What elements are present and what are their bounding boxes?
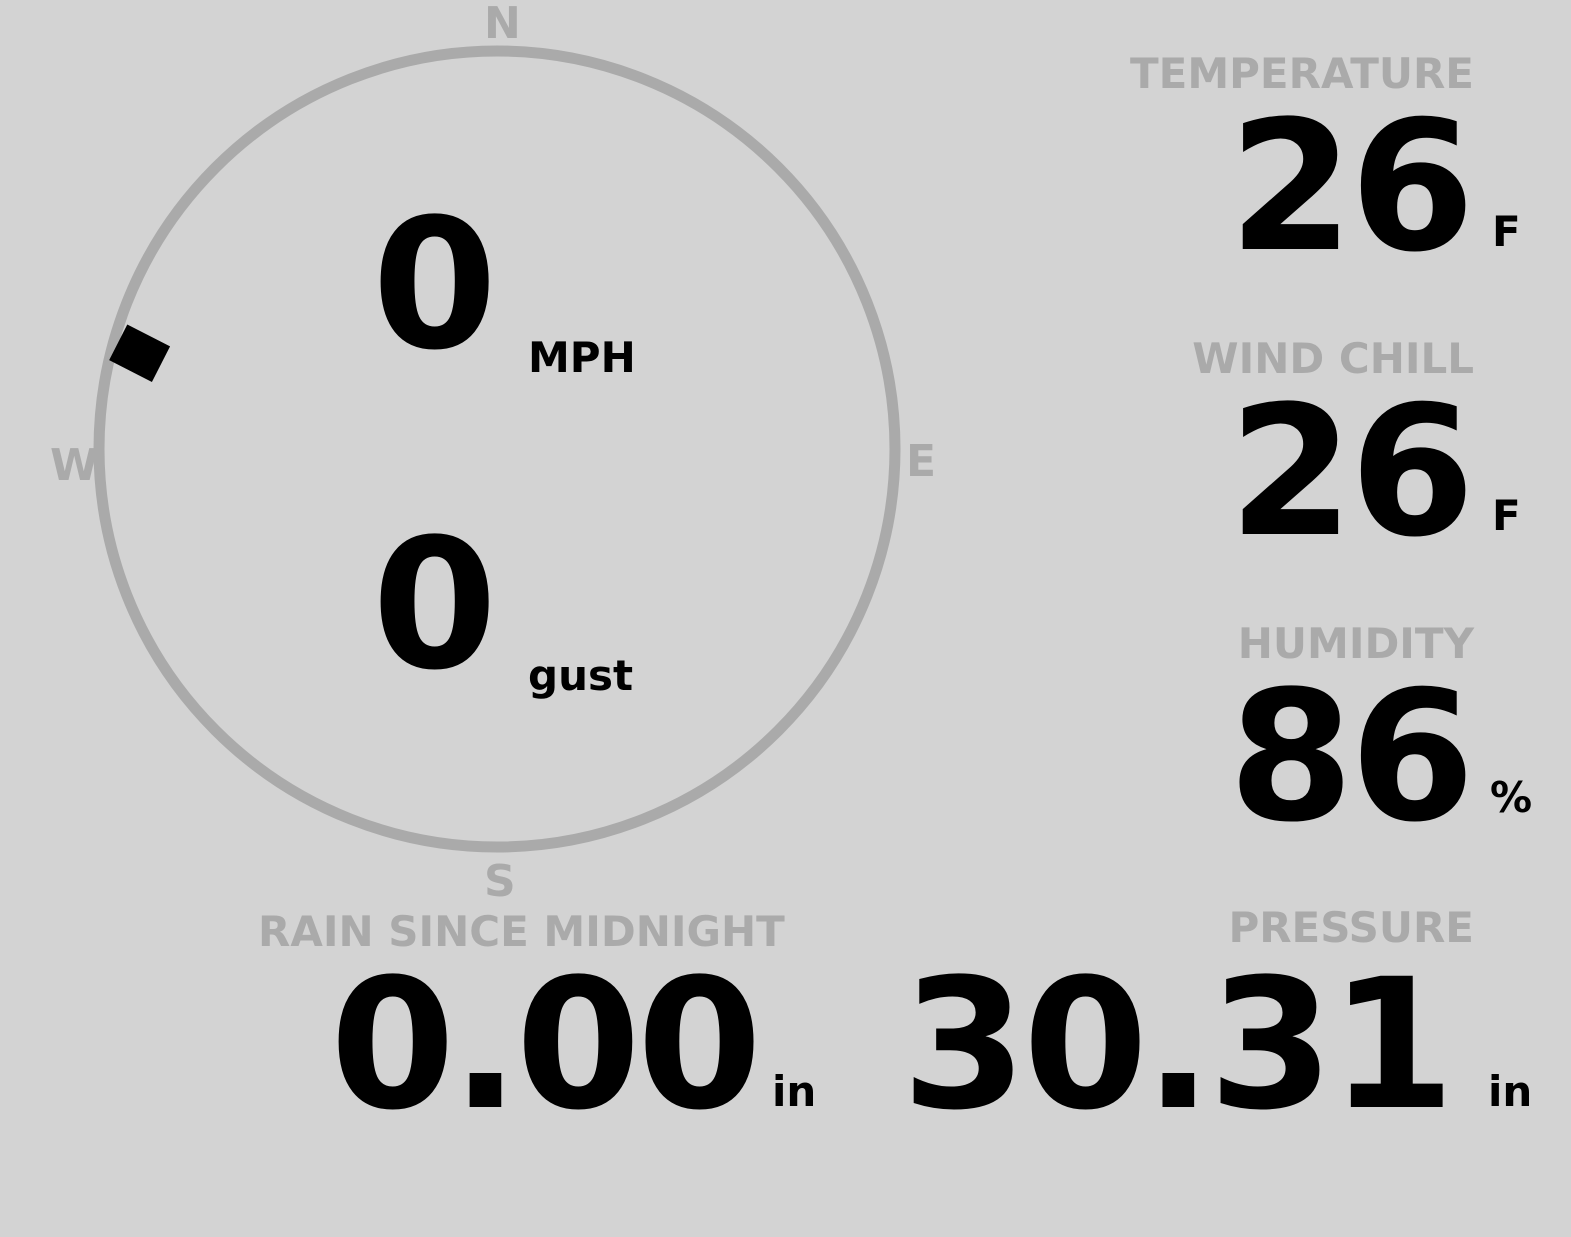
temperature-label: TEMPERATURE [1130, 49, 1474, 98]
temperature-unit: F [1492, 207, 1521, 256]
pressure-value: 30.31 [901, 941, 1455, 1150]
humidity-unit: % [1490, 773, 1533, 822]
pressure-unit: in [1488, 1067, 1533, 1116]
wind-chill-unit: F [1492, 491, 1521, 540]
pressure-label: PRESSURE [1228, 903, 1474, 952]
compass-east: E [906, 436, 937, 487]
wind-direction-marker [109, 324, 171, 382]
compass-south: S [484, 856, 516, 907]
wind-gust-value: 0 [372, 501, 497, 710]
compass-west: W [50, 440, 99, 491]
wind-speed-value: 0 [372, 181, 497, 390]
humidity-value: 86 [1228, 653, 1475, 862]
wind-chill-value: 26 [1228, 368, 1475, 577]
temperature-value: 26 [1228, 83, 1475, 292]
compass [93, 45, 901, 853]
compass-north: N [484, 0, 521, 49]
humidity-label: HUMIDITY [1237, 619, 1474, 668]
rain-label: RAIN SINCE MIDNIGHT [258, 907, 785, 956]
rain-unit: in [772, 1067, 817, 1116]
wind-speed-unit: MPH [528, 333, 636, 382]
rain-value: 0.00 [330, 941, 762, 1150]
compass-ring [93, 45, 901, 853]
wind-chill-label: WIND CHILL [1192, 334, 1474, 383]
wind-gust-unit: gust [528, 651, 634, 700]
